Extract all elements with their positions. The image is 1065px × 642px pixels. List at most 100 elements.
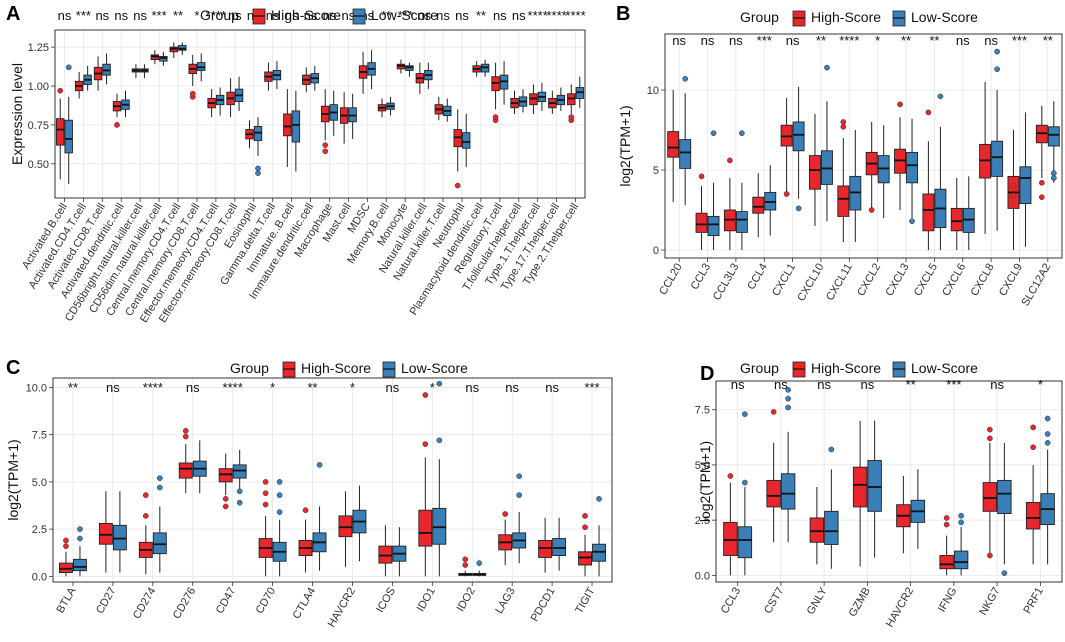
- outlier-point: [262, 501, 269, 508]
- box-low: [707, 130, 720, 250]
- box-high: [766, 409, 781, 543]
- box-low: [152, 475, 167, 573]
- legend-label-high: High-Score: [271, 7, 341, 23]
- y-axis-label: log2(TPM+1): [5, 439, 21, 520]
- y-tick-label: 2.5: [32, 524, 47, 536]
- significance-label: ns: [285, 8, 299, 23]
- significance-label: ****: [546, 8, 566, 23]
- box-high: [723, 157, 736, 250]
- outlier-point: [943, 521, 950, 528]
- x-category-label: HAVCR2: [326, 586, 358, 630]
- outlier-point: [276, 492, 283, 498]
- outlier-point: [937, 93, 944, 100]
- outlier-point: [909, 218, 915, 225]
- outlier-point: [436, 380, 443, 387]
- box-iqr: [538, 539, 553, 558]
- outlier-point: [189, 90, 196, 97]
- box-high: [498, 511, 513, 565]
- box-low: [1040, 415, 1055, 565]
- outlier-point: [987, 426, 993, 433]
- outlier-point: [454, 182, 461, 189]
- outlier-point: [276, 479, 283, 485]
- legend-A: Group High-Score Low-Score: [200, 7, 438, 25]
- panel-D: D 0.0 2.5 5.0 7.5 log2(TPM+1) CCL3 CST7 GNLY GZMB…: [695, 363, 1063, 629]
- significance-label: ****: [143, 380, 163, 395]
- box-high: [338, 491, 353, 567]
- x-category-label: CTLA4: [291, 586, 319, 622]
- x-category-label: CCL3: [689, 262, 713, 292]
- box-low: [575, 76, 584, 108]
- outlier-point: [322, 142, 329, 148]
- significance-label: **: [476, 8, 486, 23]
- box-iqr: [723, 521, 738, 556]
- significance-label: *: [270, 380, 275, 395]
- outlier-point: [868, 207, 875, 213]
- outlier-point: [785, 404, 791, 411]
- box-low: [962, 176, 975, 250]
- box-low: [821, 64, 833, 222]
- x-category-label: NKG7: [977, 586, 1002, 618]
- box-low: [312, 462, 327, 571]
- outlier-point: [785, 386, 791, 393]
- box-high: [578, 513, 592, 577]
- outlier-point: [1050, 170, 1057, 177]
- plot-area: [54, 29, 586, 199]
- box-low: [824, 446, 839, 569]
- box-high: [567, 84, 576, 124]
- box-low: [64, 64, 73, 184]
- x-category-label: CST7: [762, 586, 786, 616]
- significance-label: ****: [565, 8, 585, 23]
- box-high: [378, 525, 393, 577]
- outlier-point: [824, 64, 830, 71]
- box-iqr: [752, 196, 765, 214]
- significance-label: ns: [774, 377, 788, 392]
- significance-label: ns: [465, 380, 479, 395]
- outlier-point: [316, 462, 323, 468]
- box-low: [991, 48, 1004, 231]
- outlier-point: [77, 526, 83, 532]
- box-iqr: [679, 139, 692, 169]
- outlier-point: [727, 473, 734, 479]
- box-low: [556, 87, 566, 111]
- outlier-point: [840, 123, 847, 130]
- significance-label: **: [901, 33, 911, 48]
- x-category-label: CXCL3: [884, 262, 912, 299]
- outlier-point: [322, 148, 329, 155]
- significance-label: ns: [342, 8, 356, 23]
- outlier-point: [1044, 439, 1051, 446]
- y-tick-label: 0: [653, 245, 659, 257]
- box-high: [491, 62, 500, 124]
- box-high: [169, 42, 178, 58]
- outlier-point: [236, 488, 243, 495]
- significance-label: ns: [455, 8, 469, 23]
- box-iqr: [809, 155, 821, 190]
- box-iqr: [59, 562, 73, 574]
- box-high: [667, 90, 680, 202]
- box-high: [178, 428, 193, 494]
- box-low: [443, 98, 452, 122]
- outlier-point: [958, 512, 964, 519]
- box-high: [396, 59, 406, 74]
- significance-label: ns: [861, 377, 875, 392]
- significance-label: ns: [731, 377, 745, 392]
- x-category-label: IDO1: [415, 586, 438, 614]
- significance-label: ns: [505, 380, 519, 395]
- outlier-point: [1010, 183, 1017, 189]
- x-category-label: CXCL6: [940, 262, 968, 299]
- box-low: [512, 473, 527, 564]
- outlier-point: [63, 537, 69, 544]
- x-category-label: CXCL9: [997, 262, 1025, 299]
- significance-label: ns: [323, 8, 337, 23]
- outlier-point: [114, 122, 120, 128]
- box-iqr: [780, 473, 796, 510]
- box-high: [207, 89, 216, 118]
- outlier-point: [77, 535, 83, 542]
- y-tick-label: 5.0: [695, 460, 710, 472]
- box-high: [538, 517, 553, 573]
- box-high: [150, 50, 160, 65]
- box-high: [264, 62, 273, 91]
- box-low: [432, 380, 447, 577]
- outlier-point: [262, 479, 269, 485]
- outlier-point: [57, 87, 64, 94]
